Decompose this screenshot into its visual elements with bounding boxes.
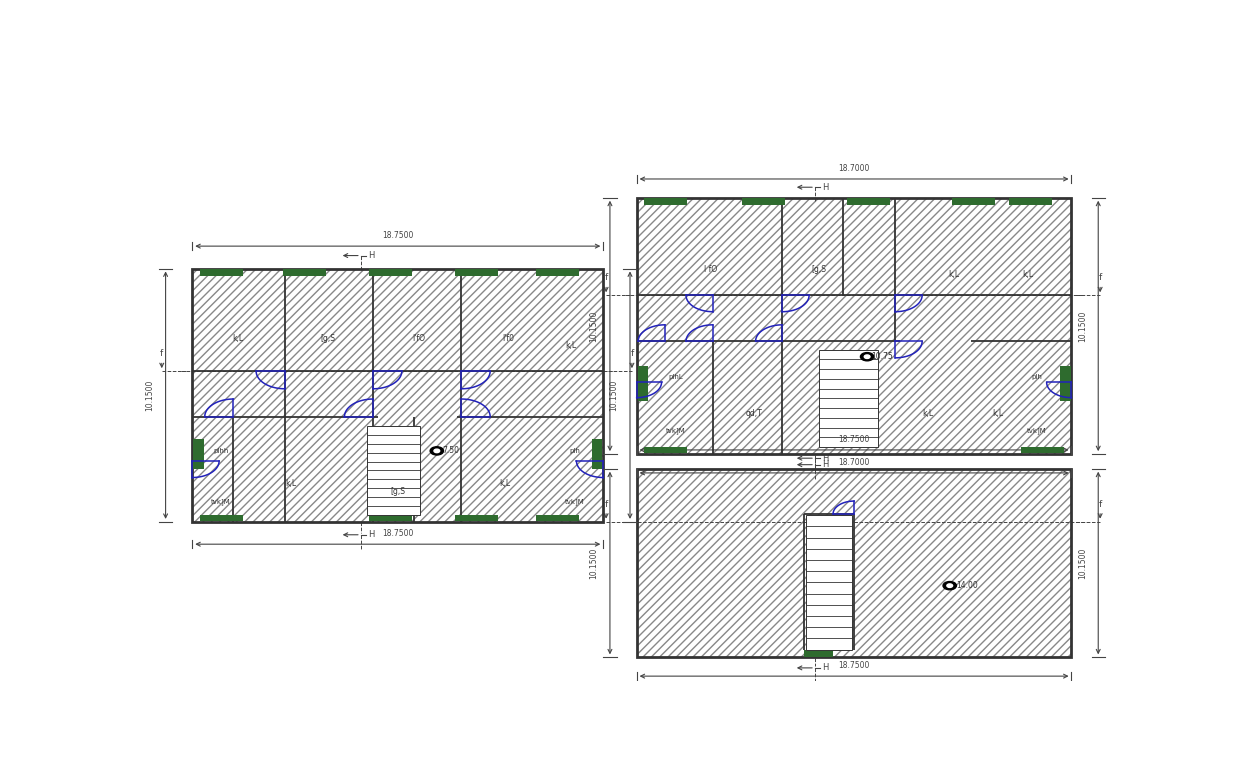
- Text: qd,T: qd,T: [746, 409, 762, 418]
- Text: tvk]M: tvk]M: [211, 498, 231, 505]
- Bar: [645, 198, 687, 205]
- Bar: [819, 350, 878, 447]
- Bar: [636, 469, 1071, 657]
- Bar: [194, 439, 203, 469]
- Bar: [592, 439, 602, 469]
- Bar: [1060, 366, 1070, 401]
- Bar: [192, 269, 603, 522]
- Bar: [636, 198, 1071, 454]
- Text: k,L: k,L: [565, 341, 576, 350]
- Bar: [636, 198, 1071, 454]
- Text: 18.7500: 18.7500: [382, 529, 413, 539]
- Text: f: f: [604, 273, 608, 282]
- Text: plhh: plhh: [213, 448, 229, 454]
- Text: 10.1500: 10.1500: [589, 547, 598, 579]
- Text: l fO: l fO: [704, 265, 718, 274]
- Bar: [804, 650, 832, 656]
- Circle shape: [943, 581, 957, 590]
- Text: 10.1500: 10.1500: [145, 379, 154, 411]
- Bar: [806, 515, 852, 649]
- Text: [g,S: [g,S: [321, 334, 335, 343]
- Text: tvk]M: tvk]M: [666, 428, 686, 435]
- Text: tvk]M: tvk]M: [1027, 428, 1047, 435]
- Text: 18.7000: 18.7000: [838, 458, 869, 467]
- Text: 18.7500: 18.7500: [382, 231, 413, 240]
- Text: 18.7000: 18.7000: [838, 164, 869, 173]
- Text: 10.1500: 10.1500: [1078, 547, 1086, 579]
- Circle shape: [434, 449, 440, 453]
- Circle shape: [947, 584, 953, 588]
- Text: 18.7500: 18.7500: [838, 435, 869, 444]
- Bar: [645, 447, 687, 454]
- Text: plhL: plhL: [668, 374, 683, 380]
- Text: 10.1500: 10.1500: [589, 311, 598, 342]
- Text: H: H: [369, 530, 375, 539]
- Text: [g,S: [g,S: [391, 487, 406, 496]
- Text: 18.7500: 18.7500: [838, 661, 869, 670]
- Bar: [192, 269, 603, 522]
- Circle shape: [861, 353, 874, 361]
- Text: l'fO: l'fO: [412, 334, 425, 343]
- Text: H: H: [822, 454, 829, 463]
- Text: H: H: [369, 251, 375, 260]
- Text: tvk]M: tvk]M: [565, 498, 584, 505]
- Text: k,L: k,L: [993, 409, 1004, 418]
- Bar: [284, 269, 326, 275]
- Bar: [952, 198, 995, 205]
- Text: k,L: k,L: [948, 270, 959, 279]
- Text: k,L: k,L: [1022, 270, 1033, 279]
- Bar: [636, 469, 1071, 657]
- Text: f: f: [1099, 273, 1102, 282]
- Text: k,L: k,L: [922, 409, 933, 418]
- Text: f: f: [604, 500, 608, 509]
- Text: k,L: k,L: [232, 334, 243, 343]
- Bar: [536, 515, 580, 521]
- Text: H: H: [822, 183, 829, 192]
- Bar: [455, 269, 498, 275]
- Text: H: H: [822, 663, 829, 672]
- Text: 10.75: 10.75: [872, 352, 893, 361]
- Text: k,L: k,L: [285, 480, 296, 488]
- Text: H: H: [822, 461, 829, 469]
- Text: 10.1500: 10.1500: [609, 379, 619, 411]
- Text: f: f: [160, 349, 164, 358]
- Text: [g,S: [g,S: [811, 265, 827, 274]
- Bar: [1010, 198, 1053, 205]
- Bar: [200, 269, 243, 275]
- Bar: [367, 426, 420, 515]
- Text: l'f0: l'f0: [503, 334, 514, 343]
- Bar: [1021, 447, 1064, 454]
- Text: plh: plh: [1031, 374, 1042, 380]
- Text: f: f: [1099, 500, 1102, 509]
- Bar: [455, 515, 498, 521]
- Bar: [847, 198, 890, 205]
- Bar: [369, 269, 412, 275]
- Bar: [369, 515, 412, 521]
- Bar: [742, 198, 785, 205]
- Text: f: f: [630, 349, 634, 358]
- Bar: [536, 269, 580, 275]
- Text: 10.1500: 10.1500: [1078, 311, 1086, 342]
- Text: k,L: k,L: [499, 480, 510, 488]
- Bar: [200, 515, 243, 521]
- Circle shape: [864, 355, 870, 359]
- Bar: [637, 366, 649, 401]
- Text: plh: plh: [570, 448, 580, 454]
- Text: 7.50: 7.50: [443, 447, 460, 455]
- Circle shape: [430, 447, 444, 455]
- Text: 14.00: 14.00: [957, 581, 978, 590]
